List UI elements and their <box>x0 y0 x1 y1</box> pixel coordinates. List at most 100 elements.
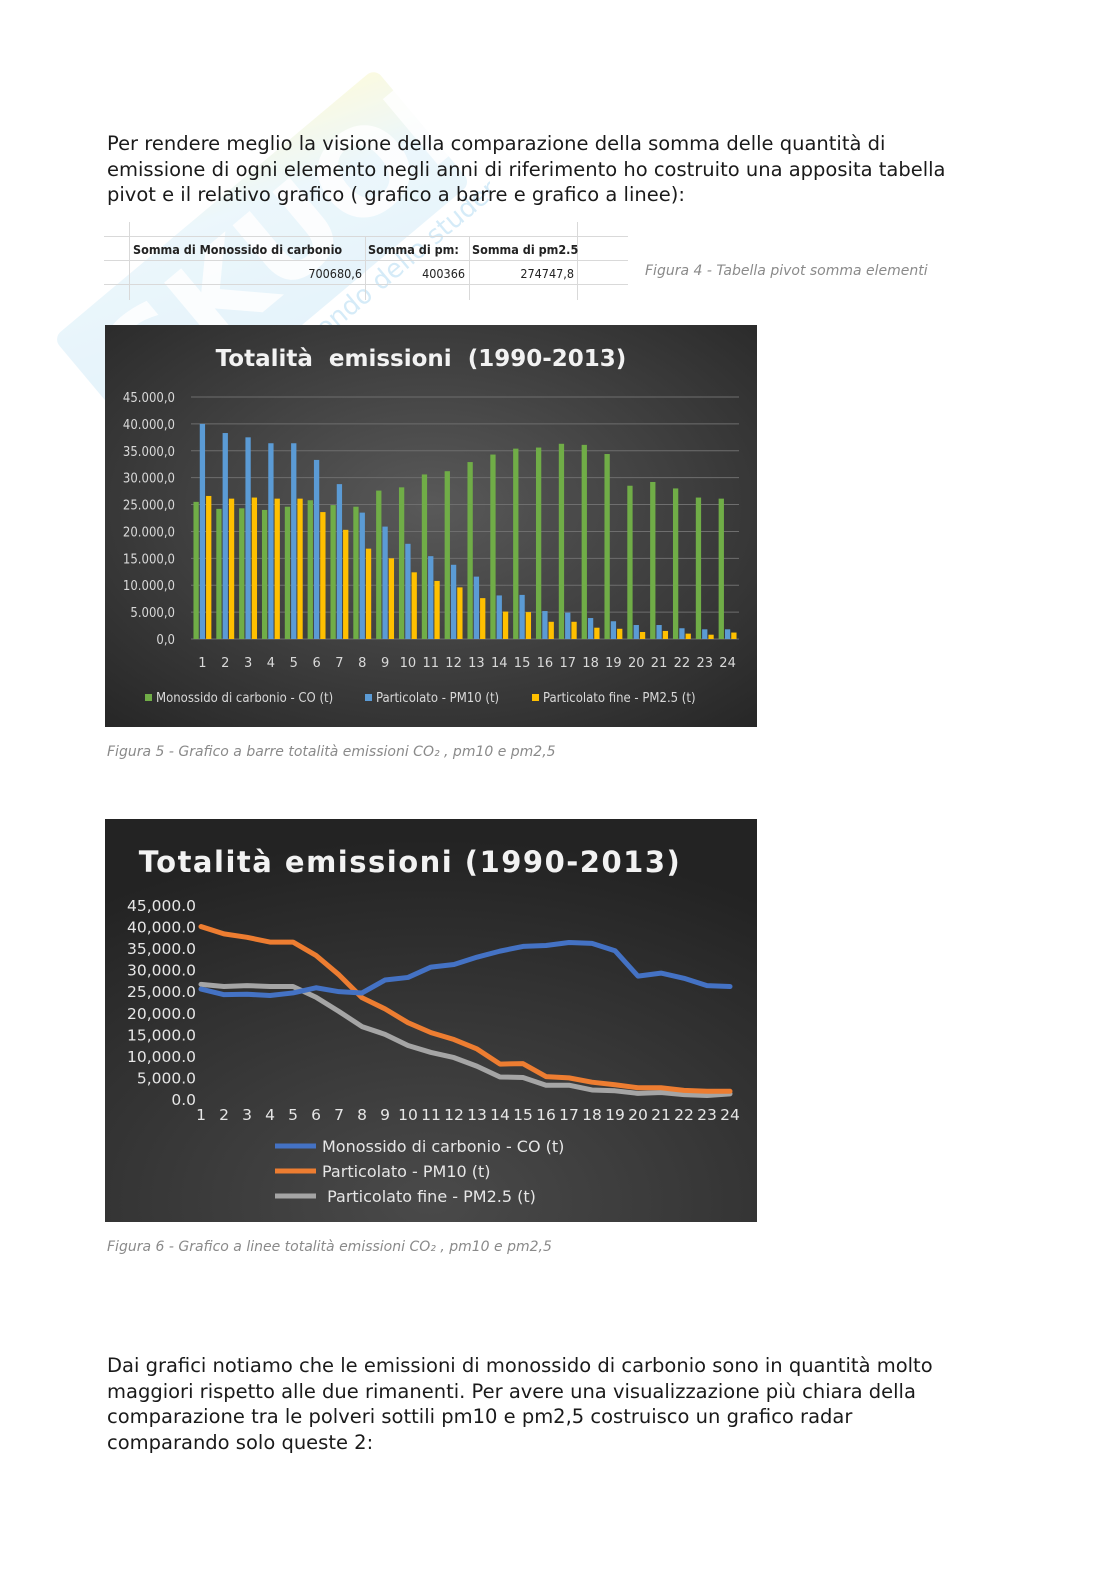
bar-pm10 <box>679 628 685 639</box>
bar-pm10 <box>199 423 206 639</box>
bar-legend-swatch <box>532 694 539 701</box>
pivot-header-co: Somma di Monossido di carbonio <box>133 242 343 257</box>
bar-pm10 <box>519 594 525 639</box>
bar-pm10 <box>336 484 343 639</box>
bar-pm10 <box>222 433 228 639</box>
line-ytick-label: 35,000.0 <box>127 940 196 958</box>
bar-legend-label: Particolato - PM10 (t) <box>376 691 499 706</box>
figure-4-caption: Figura 4 - Tabella pivot somma elementi <box>645 263 928 279</box>
line-xtick-label: 7 <box>334 1106 344 1124</box>
bar-pm10 <box>496 595 502 639</box>
line-xtick-label: 18 <box>582 1106 602 1124</box>
line-xtick-label: 21 <box>651 1106 671 1124</box>
bar-chart-svg: Totalità emissioni (1990-2013) 0,0 5.000,… <box>105 325 757 727</box>
bar-xtick-label: 9 <box>381 656 389 671</box>
line-chart-svg: Totalità emissioni (1990-2013) 0.0 5,000.… <box>105 819 757 1222</box>
pivot-header-pm25: Somma di pm2.5 <box>472 242 579 257</box>
bar-xtick-label: 3 <box>244 656 252 671</box>
bar-ytick-label: 15.000,0 <box>123 552 175 567</box>
line-xtick-label: 4 <box>265 1106 275 1124</box>
bar-pm10 <box>724 629 731 639</box>
conclusion-line: comparando solo queste 2: <box>107 1430 374 1454</box>
bar-pm25 <box>274 498 280 639</box>
bar-co <box>216 508 222 639</box>
bar-co <box>581 444 587 639</box>
line-ytick-label: 5,000.0 <box>137 1069 196 1087</box>
bar-pm25 <box>594 627 600 639</box>
bar-chart-background <box>105 325 757 727</box>
pivot-header-pm10: Somma di pm: <box>368 242 459 257</box>
bar-xtick-label: 2 <box>221 656 229 671</box>
bar-xtick-label: 15 <box>514 656 531 671</box>
conclusion-line: Dai grafici notiamo che le emissioni di … <box>107 1354 933 1377</box>
intro-line: emissione di ogni elemento negli anni di… <box>107 157 946 181</box>
line-xtick-label: 6 <box>311 1106 321 1124</box>
bar-co <box>353 506 359 639</box>
bar-xtick-label: 4 <box>267 656 275 671</box>
line-xtick-label: 11 <box>421 1106 441 1124</box>
bar-co <box>239 508 245 639</box>
line-xtick-label: 13 <box>467 1106 487 1124</box>
bar-xtick-label: 19 <box>605 656 622 671</box>
bar-co <box>376 490 382 639</box>
bar-co <box>650 481 656 639</box>
bar-ytick-label: 25.000,0 <box>123 499 175 514</box>
line-xtick-label: 22 <box>674 1106 694 1124</box>
bar-pm25 <box>502 611 509 639</box>
bar-chart: Totalità emissioni (1990-2013) 0,0 5.000,… <box>105 325 757 727</box>
bar-co <box>193 501 199 639</box>
bar-xtick-label: 18 <box>582 656 599 671</box>
bar-pm25 <box>685 633 691 639</box>
bar-pm10 <box>450 564 457 639</box>
bar-xtick-label: 13 <box>468 656 485 671</box>
bar-pm25 <box>343 529 349 639</box>
bar-xtick-label: 8 <box>358 656 366 671</box>
bar-ytick-label: 45.000,0 <box>123 391 175 406</box>
line-xtick-label: 1 <box>196 1106 206 1124</box>
bar-pm25 <box>297 498 303 639</box>
bar-pm10 <box>245 437 251 639</box>
bar-co <box>421 474 428 639</box>
pivot-value-pm25: 274747,8 <box>520 266 574 281</box>
bar-pm10 <box>565 612 571 639</box>
bar-pm25 <box>525 612 532 639</box>
bar-xtick-label: 20 <box>628 656 645 671</box>
conclusion-line: comparazione tra le polveri sottili pm10… <box>107 1405 853 1428</box>
bar-xtick-label: 24 <box>719 656 736 671</box>
bar-co <box>535 447 542 639</box>
bar-co <box>695 497 702 639</box>
bar-pm10 <box>405 543 411 639</box>
bar-co <box>558 443 565 639</box>
bar-xtick-label: 17 <box>559 656 576 671</box>
bar-pm25 <box>571 621 577 639</box>
bar-co <box>672 488 679 639</box>
line-series-pm25 <box>198 981 733 1099</box>
bar-pm10 <box>542 611 548 639</box>
bar-pm25 <box>480 598 486 639</box>
line-ytick-label: 25,000.0 <box>127 983 196 1001</box>
line-ytick-label: 20,000.0 <box>127 1005 196 1023</box>
line-xtick-label: 12 <box>444 1106 464 1124</box>
bar-pm25 <box>548 621 554 639</box>
bar-xtick-label: 5 <box>290 656 298 671</box>
bar-pm10 <box>610 621 617 639</box>
bar-co <box>718 498 724 639</box>
line-xtick-label: 8 <box>357 1106 367 1124</box>
conclusion-paragraph: Dai grafici notiamo che le emissioni di … <box>107 1353 1007 1455</box>
bar-xtick-label: 21 <box>651 656 668 671</box>
bar-pm25 <box>617 628 623 639</box>
line-xtick-label: 23 <box>697 1106 717 1124</box>
bar-co <box>467 462 473 639</box>
bar-co <box>627 485 633 639</box>
pivot-value-pm10: 400366 <box>422 266 465 281</box>
bar-co <box>398 487 405 639</box>
bar-ytick-label: 0,0 <box>156 633 175 648</box>
bar-pm10 <box>428 556 434 639</box>
bar-pm25 <box>639 632 646 639</box>
bar-legend-label: Particolato fine - PM2.5 (t) <box>543 691 696 706</box>
bar-pm10 <box>473 576 480 639</box>
bar-pm10 <box>702 629 708 639</box>
line-legend-label: Monossido di carbonio - CO (t) <box>322 1137 564 1156</box>
line-ytick-label: 15,000.0 <box>127 1026 196 1044</box>
bar-co <box>604 454 610 639</box>
